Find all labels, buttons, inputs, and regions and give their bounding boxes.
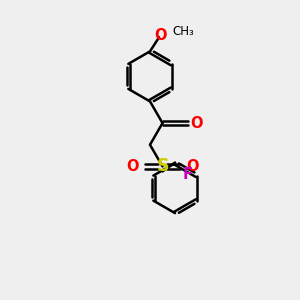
Text: O: O: [190, 116, 203, 130]
Text: S: S: [156, 158, 169, 175]
Text: CH₃: CH₃: [173, 25, 194, 38]
Text: O: O: [154, 28, 167, 43]
Text: O: O: [186, 159, 199, 174]
Text: O: O: [126, 159, 139, 174]
Text: F: F: [183, 167, 193, 182]
